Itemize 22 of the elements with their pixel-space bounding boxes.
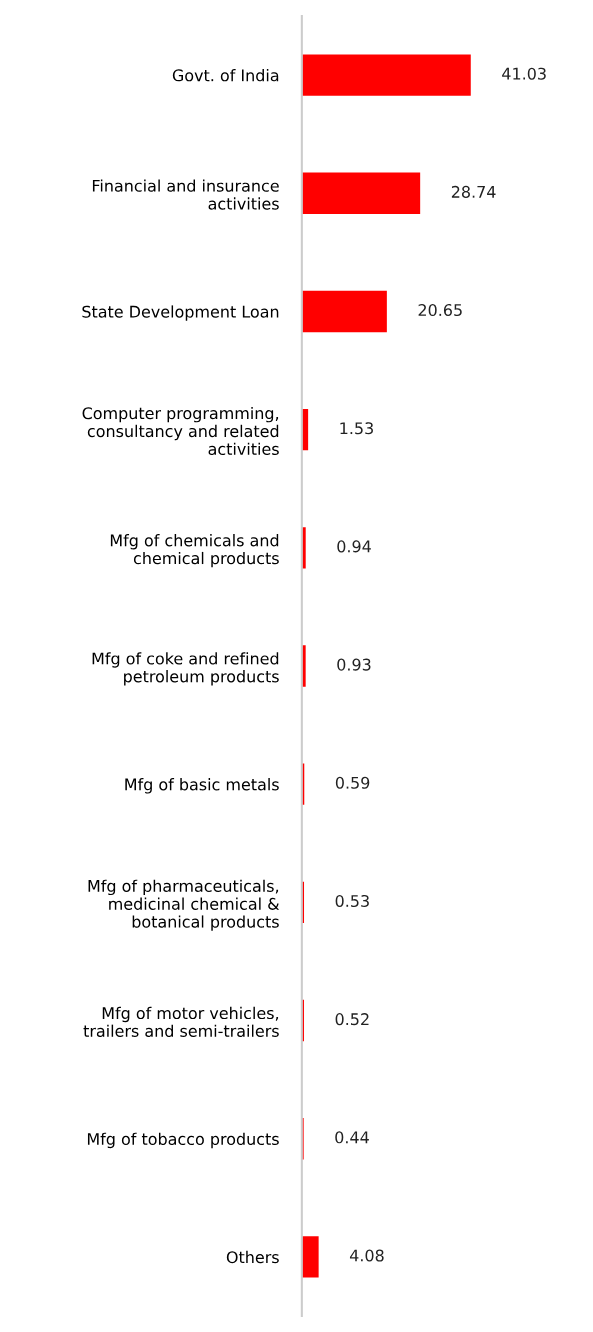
data-label: 41.03 bbox=[502, 67, 546, 80]
y-tick-label: Mfg of motor vehicles, trailers and semi-trailers bbox=[83, 1006, 279, 1038]
y-tick-label: Others bbox=[226, 1250, 279, 1264]
data-label: 1.53 bbox=[340, 422, 373, 435]
data-label: 0.94 bbox=[337, 540, 371, 553]
data-label: 0.93 bbox=[337, 658, 371, 671]
data-label: 28.74 bbox=[451, 185, 496, 198]
y-tick-label: Financial and insurance activities bbox=[92, 179, 279, 210]
y-tick-label: Computer programming, consultancy and related activities bbox=[82, 406, 279, 456]
y-tick-label: Mfg of pharmaceuticals, medicinal chemical & botanical products bbox=[88, 879, 280, 931]
data-label: 0.53 bbox=[335, 894, 369, 907]
data-label: 20.65 bbox=[418, 304, 462, 317]
y-tick-label: Mfg of coke and refined petroleum products bbox=[92, 652, 279, 686]
data-label: 4.08 bbox=[349, 1249, 384, 1262]
y-tick-label: Mfg of chemicals and chemical products bbox=[110, 534, 279, 568]
data-label: 0.52 bbox=[335, 1013, 369, 1026]
data-label: 0.44 bbox=[335, 1131, 369, 1144]
y-tick-label: Mfg of tobacco products bbox=[87, 1132, 279, 1149]
y-tick-label: State Development Loan bbox=[82, 305, 279, 321]
data-label: 0.59 bbox=[335, 776, 370, 789]
y-tick-label: Govt. of India bbox=[172, 69, 279, 82]
y-tick-label: Mfg of basic metals bbox=[125, 778, 279, 794]
